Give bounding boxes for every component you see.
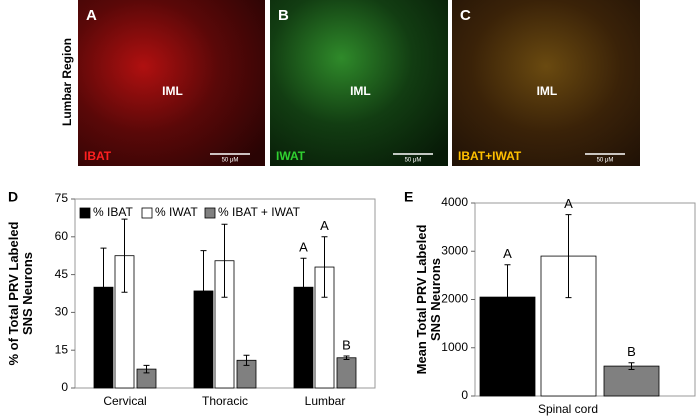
micrograph xyxy=(452,0,640,166)
y-axis-label: % of Total PRV LabeledSNS Neurons xyxy=(6,221,35,365)
micrograph xyxy=(78,0,265,166)
micrograph xyxy=(270,0,448,166)
error-bar xyxy=(143,364,150,374)
y-tick-label: 30 xyxy=(55,305,69,319)
x-tick-label: Cervical xyxy=(103,394,146,408)
region-label: IML xyxy=(162,84,183,98)
error-bar xyxy=(628,362,635,370)
error-bar xyxy=(300,257,307,317)
stain-label: IWAT xyxy=(276,149,306,163)
error-bar xyxy=(343,355,350,361)
x-tick-label: Lumbar xyxy=(305,394,346,408)
error-bar xyxy=(200,250,207,332)
panel-letter: C xyxy=(460,7,471,24)
significance-letter: A xyxy=(564,196,573,211)
panel-letter: E xyxy=(404,189,413,205)
region-label: IML xyxy=(537,84,558,98)
legend-swatch xyxy=(204,207,216,219)
y-tick-label: 45 xyxy=(55,267,69,281)
y-tick-label: 2000 xyxy=(441,292,468,306)
panel-letter: B xyxy=(278,7,289,24)
error-bar xyxy=(243,354,250,366)
y-axis-label: Mean Total PRV LabeledSNS Neurons xyxy=(414,225,443,375)
significance-letter: B xyxy=(342,337,351,352)
y-tick-label: 0 xyxy=(461,388,468,402)
significance-letter: B xyxy=(627,344,636,359)
panel-letter: A xyxy=(86,7,97,24)
significance-letter: A xyxy=(299,240,308,255)
error-bar xyxy=(504,264,511,330)
stain-label: IBAT xyxy=(84,149,112,163)
y-tick-label: 60 xyxy=(55,229,69,243)
y-tick-label: 3000 xyxy=(441,243,468,257)
y-tick-label: 4000 xyxy=(441,195,468,209)
y-tick-label: 75 xyxy=(55,191,69,205)
x-tick-label: Spinal cord xyxy=(538,402,598,416)
row-label: Lumbar Region xyxy=(60,38,74,126)
region-label: IML xyxy=(350,84,371,98)
significance-letter: A xyxy=(320,218,329,233)
error-bar xyxy=(565,214,572,299)
error-bar xyxy=(221,223,228,298)
panel-letter: D xyxy=(8,189,18,205)
legend-label: % IWAT xyxy=(155,205,198,219)
x-tick-label: Thoracic xyxy=(202,394,248,408)
y-tick-label: 15 xyxy=(55,342,69,356)
bar xyxy=(603,365,660,397)
legend-swatch xyxy=(141,207,153,219)
scale-label: 50 μM xyxy=(597,158,614,164)
scale-label: 50 μM xyxy=(405,158,422,164)
scale-label: 50 μM xyxy=(222,158,239,164)
y-tick-label: 1000 xyxy=(441,340,468,354)
legend-label: % IBAT xyxy=(93,205,133,219)
error-bar xyxy=(321,236,328,298)
significance-letter: A xyxy=(503,246,512,261)
legend-label: % IBAT + IWAT xyxy=(218,205,301,219)
error-bar xyxy=(100,247,107,327)
bar xyxy=(336,357,357,389)
legend-swatch xyxy=(79,207,91,219)
error-bar xyxy=(121,218,128,293)
stain-label: IBAT+IWAT xyxy=(458,149,522,163)
y-tick-label: 0 xyxy=(61,380,68,394)
